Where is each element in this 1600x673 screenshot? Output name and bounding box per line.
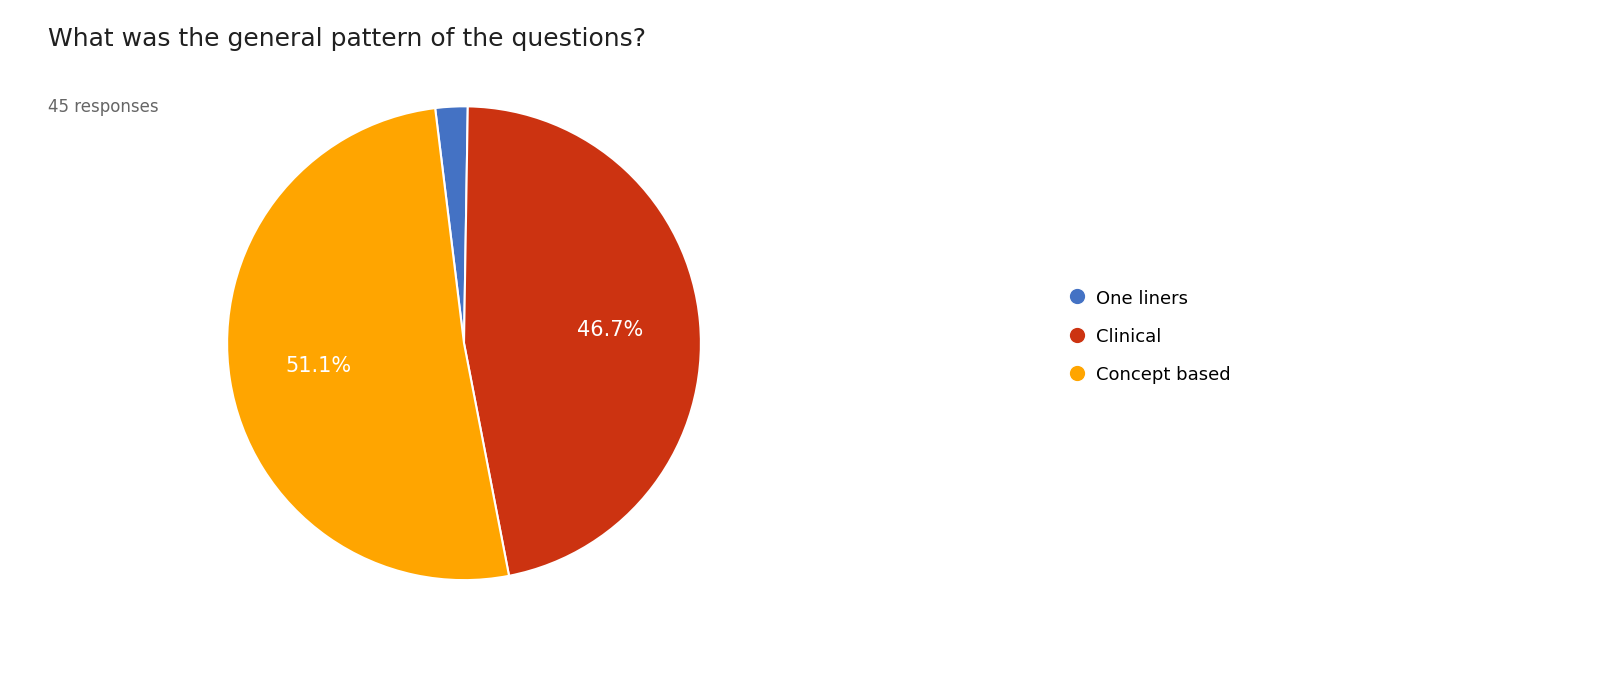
Wedge shape — [464, 106, 701, 576]
Wedge shape — [227, 108, 509, 580]
Wedge shape — [435, 106, 467, 343]
Text: What was the general pattern of the questions?: What was the general pattern of the ques… — [48, 27, 646, 51]
Text: 46.7%: 46.7% — [578, 320, 643, 341]
Text: 51.1%: 51.1% — [286, 356, 352, 376]
Legend: One liners, Clinical, Concept based: One liners, Clinical, Concept based — [1054, 271, 1250, 402]
Text: 45 responses: 45 responses — [48, 98, 158, 116]
